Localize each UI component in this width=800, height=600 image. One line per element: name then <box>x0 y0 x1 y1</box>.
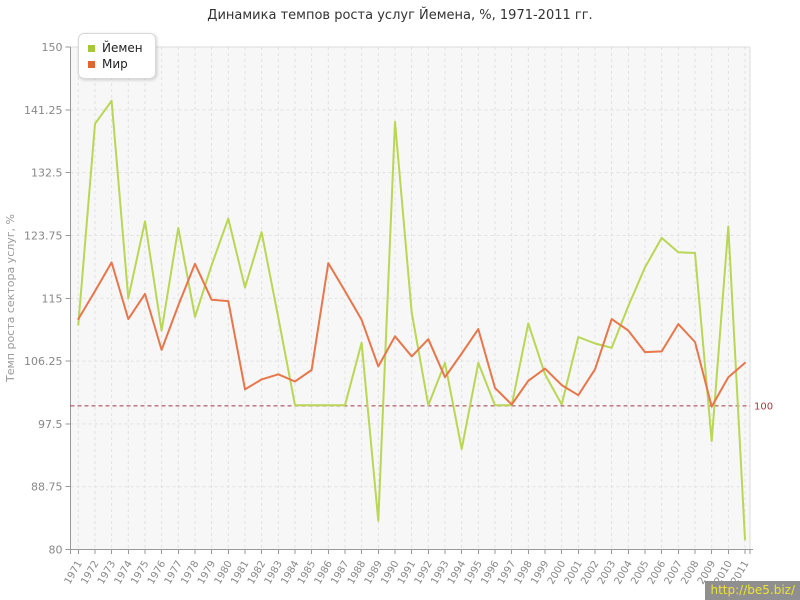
y-tick-label: 115 <box>42 292 63 305</box>
y-axis-title-text: Темп роста сектора услуг, % <box>4 213 17 383</box>
watermark-link[interactable]: http://be5.biz/ <box>705 581 800 600</box>
series-line-world <box>77 261 746 408</box>
legend-item-world[interactable]: Мир <box>88 56 143 72</box>
legend: Йемен Мир <box>78 33 156 79</box>
y-tick-label: 106.25 <box>24 355 63 368</box>
legend-swatch-world <box>88 60 95 68</box>
legend-item-yemen[interactable]: Йемен <box>88 40 143 56</box>
y-tick-label: 132.5 <box>31 167 63 180</box>
y-tick-label: 97.5 <box>38 418 63 431</box>
chart-title: Динамика темпов роста услуг Йемена, %, 1… <box>207 8 593 23</box>
series-line-yemen <box>77 99 746 541</box>
y-tick-label: 141.25 <box>24 104 63 117</box>
legend-label-yemen: Йемен <box>102 41 143 55</box>
legend-label-world: Мир <box>102 57 128 71</box>
y-tick-label: 88.75 <box>31 481 63 494</box>
legend-swatch-yemen <box>88 44 95 52</box>
y-tick-label: 150 <box>42 41 63 54</box>
reference-line-label: 100 <box>754 401 773 412</box>
y-tick-label: 123.75 <box>24 229 63 242</box>
y-tick-label: 80 <box>49 544 63 557</box>
